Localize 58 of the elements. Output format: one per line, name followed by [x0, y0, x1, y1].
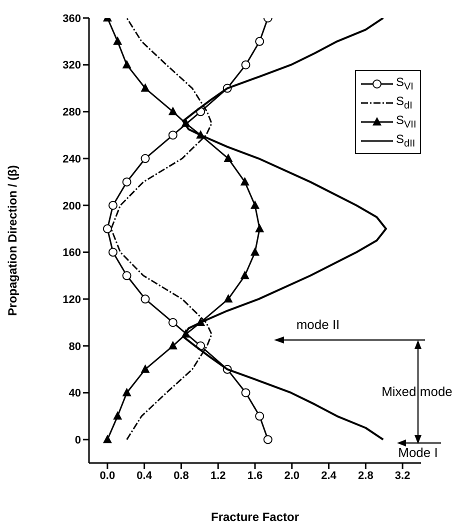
- point: [140, 83, 150, 92]
- point: [140, 294, 150, 304]
- point: [168, 318, 178, 327]
- point: [113, 36, 122, 45]
- point: [122, 177, 132, 186]
- point: [255, 412, 264, 421]
- x-axis-title: Fracture Factor: [210, 510, 300, 524]
- point: [224, 294, 233, 303]
- point: [250, 200, 260, 209]
- y-tick-label: 200: [62, 200, 81, 212]
- point: [122, 388, 132, 396]
- x-tick-label: 1.2: [210, 470, 226, 482]
- point: [108, 248, 118, 257]
- y-tick-label: 120: [62, 294, 81, 306]
- point: [263, 435, 272, 444]
- legend-label: S$_{dII}$: [396, 132, 416, 150]
- point: [250, 247, 260, 256]
- y-tick-label: 280: [62, 106, 81, 119]
- x-tick-label: 2.4: [321, 470, 338, 482]
- y-axis-title: Propagation Direction / (β): [5, 165, 20, 316]
- x-tick-label: 0.4: [136, 470, 153, 482]
- x-tick-label: 1.6: [247, 470, 263, 482]
- x-tick-label: 0.8: [174, 470, 189, 482]
- y-tick-label: 40: [68, 388, 81, 400]
- point: [240, 176, 250, 186]
- point: [140, 154, 150, 164]
- annotation: mode II: [296, 317, 340, 332]
- point: [122, 271, 132, 280]
- y-tick-label: 320: [62, 60, 81, 72]
- point: [122, 60, 132, 68]
- legend-label: S$_{VI}$: [396, 74, 414, 92]
- y-tick-label: 0: [74, 434, 81, 446]
- point: [255, 224, 264, 232]
- legend-label: S$_{dI}$: [396, 94, 412, 112]
- point: [168, 340, 178, 350]
- point: [241, 388, 250, 398]
- point: [168, 130, 178, 140]
- x-tick-label: 3.2: [394, 470, 410, 482]
- y-tick-label: 160: [62, 247, 81, 260]
- point: [255, 36, 264, 46]
- x-tick-label: 2.8: [358, 470, 374, 482]
- annotation: Mixed mode: [382, 384, 452, 399]
- y-tick-label: 240: [62, 153, 81, 166]
- point: [240, 270, 250, 280]
- point: [102, 434, 112, 444]
- point: [168, 106, 178, 116]
- y-tick-label: 360: [62, 12, 81, 25]
- point: [108, 200, 118, 210]
- legend-label: S$_{VII}$: [396, 112, 416, 130]
- x-tick-label: 2.0: [284, 470, 300, 482]
- point: [241, 60, 250, 70]
- point: [113, 411, 122, 420]
- y-tick-label: 80: [68, 340, 81, 353]
- point: [102, 224, 112, 234]
- point: [140, 364, 150, 373]
- annotation: Mode I: [398, 445, 438, 460]
- x-tick-label: 0.0: [100, 470, 116, 482]
- point: [224, 154, 233, 162]
